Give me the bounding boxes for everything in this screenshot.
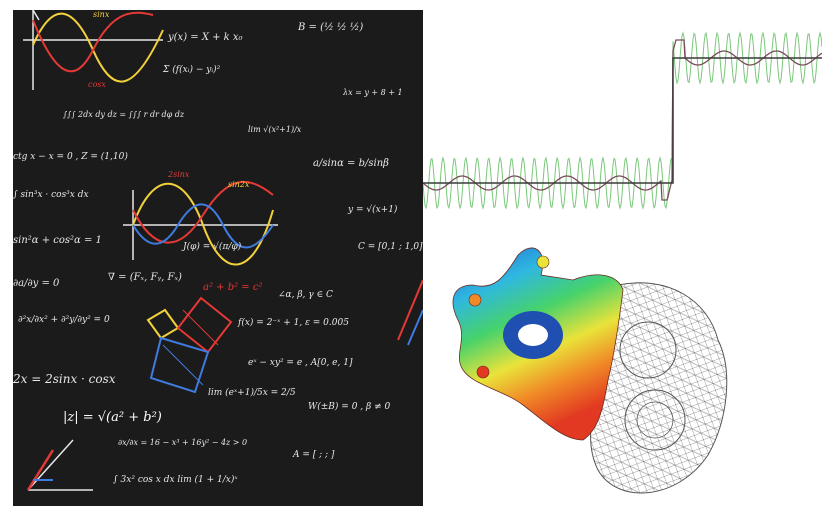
formula-4: ∫∫∫ 2dx dy dz = ∫∫∫ r dr dφ dz [63,110,185,119]
label-sin2x: sin2x [228,180,250,189]
formula-2: B = (½ ½ ½) [298,22,364,33]
formula-18: ∂²x/∂x² + ∂²y/∂y² = 0 [18,315,110,325]
formula-1: y(x) = X + k x₀ [168,32,243,43]
formula-23: |z| = √(a² + b²) [63,410,162,425]
formula-13: C = [0,1 ; 1,0] [358,242,423,252]
formula-10: y = √(x+1) [348,205,398,215]
board-cos-curve-top [32,11,154,73]
formula-7: ctg x − x = 0 , Z = (1,10) [13,152,128,162]
formula-8: a/sinα = b/sinβ [313,158,389,169]
formula-26: A = [ ; ; ] [293,450,335,460]
formula-22: lim (eˣ+1)/5x = 2/5 [208,388,296,398]
formula-24: W(±B) = 0 , β ≠ 0 [308,402,391,412]
board-sin2x-curve [132,203,274,249]
filtered-signal-line [423,39,822,201]
formula-12: J(φ) = √(π/φ) [183,242,242,252]
label-2sin: 2sinx [168,170,190,179]
formula-14: ∂a/∂y = 0 [13,278,60,289]
noisy-signal-line [423,31,822,210]
formula-19: f(x) = 2⁻ˣ + 1, ε = 0.005 [238,318,349,328]
square-wave-line [423,57,822,184]
chalkboard-graphs [23,10,423,491]
engineering-visuals [423,0,822,506]
board-sin-curve-top [32,12,164,83]
formula-25: ∂x/∂x = 16 − x³ + 16y² − 4z > 0 [118,438,248,447]
formula-9: ∫ sin³x · cos³x dx [13,190,89,200]
formula-3: Σ (f(xᵢ) − yᵢ)² [163,65,221,75]
label-sin: sinx [93,10,110,19]
board-2sin-curve [132,180,274,244]
board-sin-curve-mid [132,182,274,266]
label-cos: cosx [88,80,106,89]
formula-20: 2x = 2sinx · cosx [13,372,116,386]
bore-hole [518,324,548,346]
formula-16: a² + b² = c² [203,282,263,293]
formula-11: sin²α + cos²α = 1 [13,235,102,246]
formula-5: lim √(x²+1)/x [248,125,302,134]
board-square-b [176,296,233,354]
signal-plot [423,31,822,210]
chalkboard-image: y(x) = X + k x₀ B = (½ ½ ½) Σ (f(xᵢ) − y… [13,10,423,506]
mesh-part-render [452,247,728,494]
formula-17: ∠α, β, γ ∈ C [278,290,333,300]
board-square-a [146,308,180,340]
formula-27: ∫ 3x² cos x dx lim (1 + 1/x)ˣ [113,475,238,485]
formula-21: eˣ − xy² = e , A[0, e, 1] [248,358,353,368]
formula-15: ∇ = (Fₓ, Fᵧ, Fₓ) [108,272,182,283]
formula-6: λx = y + 8 + 1 [343,88,403,97]
board-square-c [149,336,210,394]
